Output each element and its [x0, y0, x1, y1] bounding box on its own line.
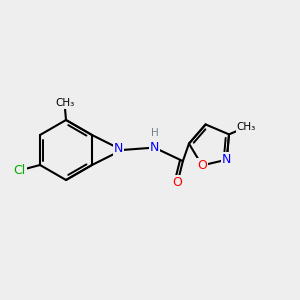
Text: S: S: [114, 145, 122, 158]
Text: N: N: [114, 142, 123, 155]
Text: H: H: [151, 128, 158, 138]
Text: N: N: [222, 153, 232, 166]
Text: O: O: [197, 159, 207, 172]
Text: CH₃: CH₃: [55, 98, 74, 108]
Text: N: N: [150, 141, 159, 154]
Text: CH₃: CH₃: [237, 122, 256, 132]
Text: O: O: [172, 176, 182, 189]
Text: Cl: Cl: [14, 164, 26, 177]
